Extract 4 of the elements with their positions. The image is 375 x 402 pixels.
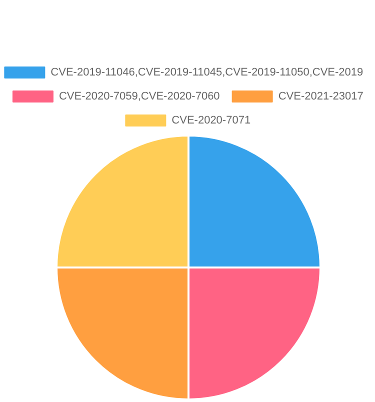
legend-label: CVE-2020-7071 <box>172 114 251 126</box>
legend-label: CVE-2021-23017 <box>278 90 364 102</box>
legend-label: CVE-2019-11046,CVE-2019-11045,CVE-2019-11050,CVE-2019 <box>50 66 364 78</box>
legend-label: CVE-2020-7059,CVE-2020-7060 <box>58 90 220 102</box>
